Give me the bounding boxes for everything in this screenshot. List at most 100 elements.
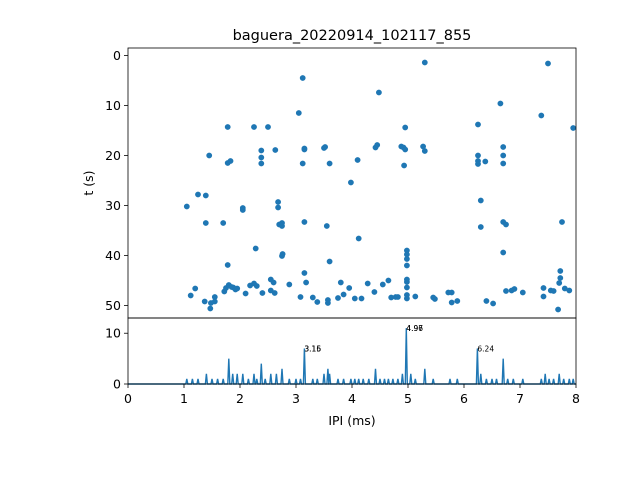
- scatter-point: [545, 60, 551, 67]
- scatter-y-tick-label: 0: [113, 48, 121, 63]
- scatter-point: [388, 294, 395, 301]
- histogram-x-tick-label: 4: [348, 391, 356, 406]
- scatter-point: [348, 179, 354, 186]
- scatter-point: [239, 207, 246, 213]
- scatter-point: [279, 220, 285, 226]
- scatter-point: [211, 294, 218, 300]
- peak-annotation-label: 3.15: [304, 345, 321, 354]
- histogram-x-tick-label: 5: [404, 391, 412, 406]
- scatter-point: [483, 298, 490, 304]
- scatter-point: [242, 290, 249, 297]
- scatter-point: [301, 145, 308, 152]
- scatter-point: [207, 305, 214, 312]
- scatter-point: [538, 112, 545, 119]
- scatter-point: [402, 124, 409, 131]
- scatter-point: [511, 286, 518, 292]
- scatter-y-tick-label: 30: [105, 198, 121, 213]
- scatter-points: [183, 59, 577, 313]
- scatter-point: [297, 294, 304, 300]
- scatter-point: [566, 287, 573, 294]
- scatter-point: [404, 256, 410, 262]
- scatter-point: [557, 275, 564, 281]
- scatter-point: [355, 235, 362, 242]
- scatter-point: [555, 306, 561, 313]
- scatter-point: [202, 192, 209, 199]
- scatter-y-tick-label: 50: [105, 298, 121, 313]
- scatter-point: [477, 224, 484, 230]
- scatter-point: [482, 158, 489, 165]
- scatter-point: [272, 147, 279, 153]
- scatter-point: [570, 125, 577, 131]
- scatter-point: [503, 288, 509, 294]
- scatter-point: [259, 290, 266, 296]
- scatter-point: [557, 268, 564, 274]
- scatter-point: [295, 110, 302, 116]
- scatter-point: [326, 258, 333, 265]
- scatter-point: [301, 219, 308, 225]
- histogram-x-tick-label: 6: [460, 391, 468, 406]
- scatter-point: [448, 289, 455, 296]
- scatter-point: [371, 289, 378, 295]
- scatter-point: [448, 299, 455, 306]
- scatter-point: [500, 144, 507, 150]
- scatter-point: [500, 249, 507, 256]
- scatter-point: [251, 124, 257, 130]
- scatter-y-tick-label: 20: [105, 148, 121, 163]
- scatter-point: [475, 152, 481, 159]
- scatter-point: [364, 280, 371, 287]
- peak-annotations: 3.153.16 4.964.97 6.24: [304, 324, 494, 353]
- scatter-point: [519, 289, 526, 296]
- histogram-x-tick-label: 1: [180, 391, 188, 406]
- scatter-point: [561, 285, 568, 292]
- scatter-point: [187, 292, 194, 299]
- scatter-point: [404, 295, 410, 302]
- scatter-point: [325, 297, 331, 303]
- scatter-point: [279, 251, 286, 257]
- scatter-point: [201, 298, 208, 305]
- scatter-y-axis-label: t (s): [81, 170, 96, 195]
- scatter-point: [559, 219, 565, 225]
- histogram-x-ticks: 0 1 2 3 4 5 6 7 8: [124, 384, 580, 406]
- histogram-x-tick-label: 7: [516, 391, 524, 406]
- scatter-point: [258, 154, 265, 161]
- scatter-point: [497, 100, 504, 107]
- scatter-point: [265, 124, 271, 130]
- scatter-point: [270, 279, 277, 286]
- scatter-point: [351, 295, 358, 302]
- scatter-point: [275, 204, 281, 211]
- histogram-x-tick-label: 0: [124, 391, 132, 406]
- scatter-point: [404, 247, 410, 254]
- scatter-point: [275, 199, 281, 205]
- scatter-point: [395, 294, 401, 300]
- scatter-point: [402, 146, 409, 153]
- scatter-point: [404, 284, 410, 291]
- scatter-point: [206, 152, 213, 159]
- scatter-point: [376, 89, 382, 96]
- scatter-point: [354, 157, 361, 163]
- histogram-y-tick-label: 10: [105, 326, 121, 341]
- scatter-point: [258, 147, 265, 154]
- scatter-point: [271, 290, 278, 296]
- scatter-point: [301, 270, 308, 276]
- scatter-point: [337, 279, 344, 286]
- scatter-point: [309, 294, 316, 301]
- scatter-point: [404, 279, 410, 285]
- scatter-point: [421, 59, 428, 66]
- histogram-y-tick-label: 0: [113, 377, 121, 392]
- scatter-point: [490, 300, 496, 307]
- scatter-point: [195, 191, 201, 198]
- scatter-point: [183, 203, 190, 210]
- scatter-y-tick-label: 10: [105, 98, 121, 113]
- scatter-point: [556, 280, 563, 286]
- scatter-point: [420, 143, 426, 150]
- scatter-point: [322, 144, 328, 150]
- histogram-y-ticks: 0 10: [105, 326, 128, 392]
- histogram-x-tick-label: 2: [236, 391, 244, 406]
- scatter-point: [220, 220, 227, 226]
- peak-annotation-label: 3.16: [304, 345, 321, 354]
- scatter-point: [500, 152, 507, 159]
- scatter-point: [454, 298, 461, 304]
- scatter-point: [404, 262, 410, 269]
- scatter-point: [374, 142, 381, 148]
